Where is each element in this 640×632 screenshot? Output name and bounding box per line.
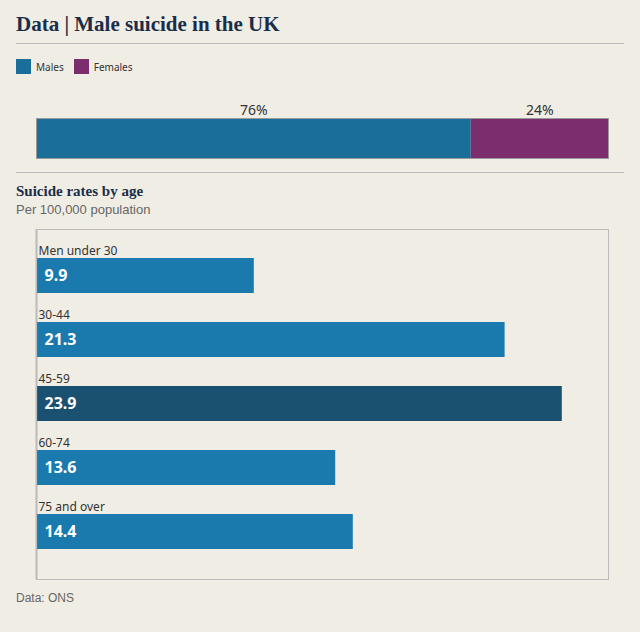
svg-text:75 and over: 75 and over [39,498,105,515]
html-text:Data: ONS: Data: ONS [16,591,74,605]
svg-text:30-44: 30-44 [39,306,70,323]
svg-text:76%: 76% [240,100,268,119]
svg-text:Men under 30: Men under 30 [39,242,118,259]
svg-text:24%: 24% [526,100,554,119]
svg-text:23.9: 23.9 [45,392,77,414]
svg-text:14.4: 14.4 [45,520,77,542]
svg-text:13.6: 13.6 [45,456,77,478]
svg-text:60-74: 60-74 [39,434,70,451]
html-text:Per 100,000 population: Per 100,000 population [16,202,151,217]
html-text:Females: Females [93,59,133,74]
html-text:Males: Males [36,59,64,74]
svg-text:45-59: 45-59 [39,370,70,387]
html-text:Data | Male suicide in the UK: Data | Male suicide in the UK [16,12,280,36]
html-text:Suicide rates by age: Suicide rates by age [16,183,144,199]
svg-text:21.3: 21.3 [45,328,77,350]
svg-text:9.9: 9.9 [45,264,68,286]
